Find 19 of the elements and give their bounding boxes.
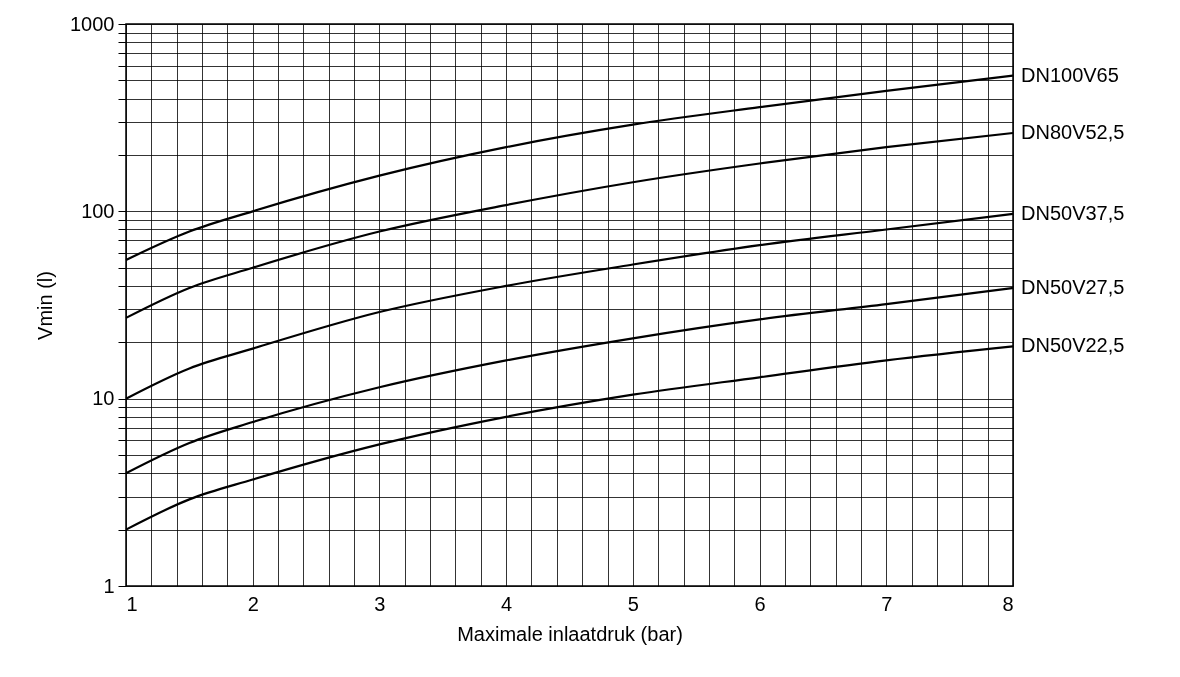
y-tick-label: 100: [81, 199, 115, 222]
series-label: DN50V27,5: [1021, 275, 1125, 298]
series-label: DN50V22,5: [1021, 334, 1125, 357]
series-label: DN80V52,5: [1021, 120, 1125, 143]
y-axis-title: Vmin (l): [34, 271, 57, 340]
series-label: DN50V37,5: [1021, 201, 1125, 224]
x-tick-label: 5: [627, 592, 639, 615]
x-tick-label: 1: [126, 592, 138, 615]
x-tick-label: 8: [1002, 592, 1014, 615]
y-tick-label: 10: [92, 387, 115, 410]
x-tick-label: 7: [881, 592, 893, 615]
x-tick-label: 2: [247, 592, 259, 615]
series-label: DN100V65: [1021, 63, 1119, 86]
x-tick-label: 6: [754, 592, 766, 615]
y-tick-label: 1: [103, 574, 115, 597]
y-tick-label: 1000: [70, 12, 115, 35]
x-tick-label: 3: [374, 592, 386, 615]
x-axis-title: Maximale inlaatdruk (bar): [457, 622, 683, 645]
x-tick-label: 4: [501, 592, 513, 615]
